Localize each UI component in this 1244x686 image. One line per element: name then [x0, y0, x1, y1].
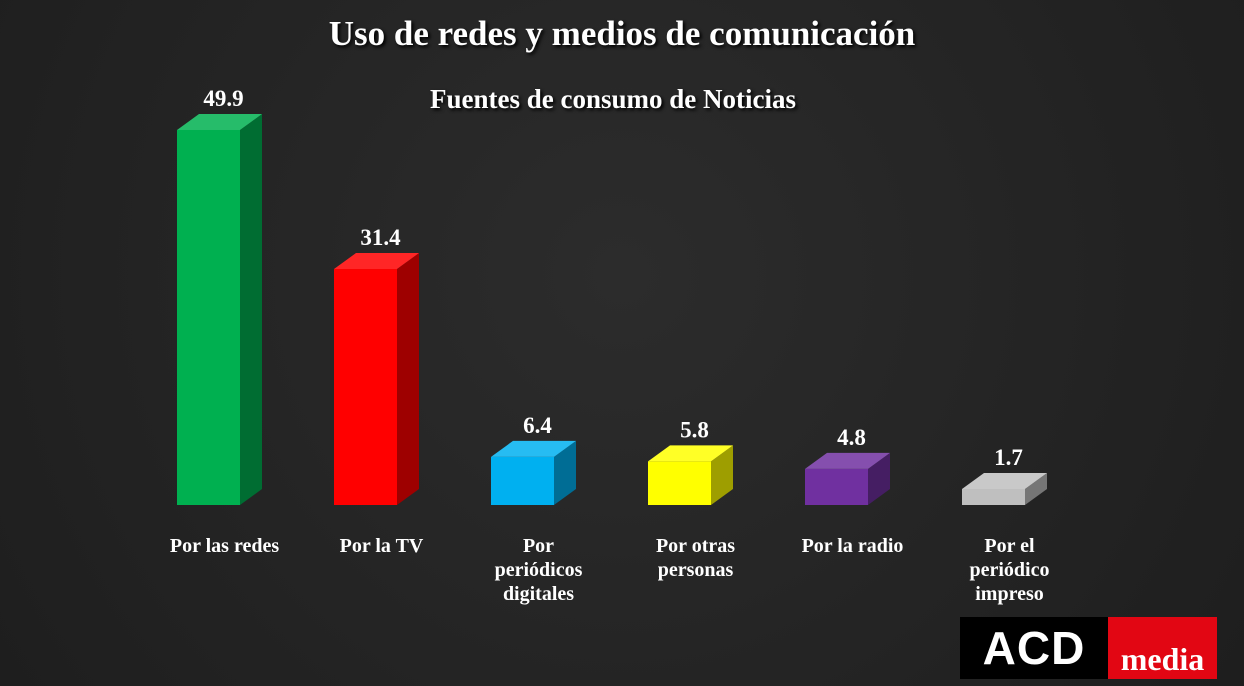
bar-front-4 — [648, 461, 711, 505]
value-label-6: 1.7 — [994, 445, 1023, 470]
category-label-3: Por periódicos digitales — [494, 535, 583, 605]
bar-side-2 — [397, 253, 419, 505]
category-label-4: Por otras personas — [655, 535, 736, 581]
chart-subtitle: Fuentes de consumo de Noticias — [430, 84, 796, 114]
bar-front-3 — [491, 456, 554, 505]
bar-front-1 — [177, 130, 240, 505]
bar-5 — [805, 452, 890, 505]
bar-3 — [491, 440, 576, 505]
bar-side-4 — [711, 445, 733, 505]
bar-top-5 — [805, 452, 890, 469]
value-label-1: 49.9 — [203, 86, 243, 111]
acd-media-logo: ACD media — [960, 617, 1217, 679]
bar-side-6 — [1025, 473, 1047, 505]
bar-side-3 — [554, 440, 576, 505]
logo-acd-text: ACD — [960, 617, 1108, 679]
bar-top-6 — [962, 473, 1047, 489]
bar-side-5 — [868, 452, 890, 505]
value-label-4: 5.8 — [680, 417, 709, 442]
bar-top-2 — [334, 253, 419, 270]
bar-2 — [334, 253, 419, 505]
bar-6 — [962, 473, 1047, 505]
category-label-1: Por las redes — [169, 535, 280, 557]
category-label-6: Por el periódico impreso — [969, 535, 1050, 605]
bar-front-5 — [805, 468, 868, 505]
bar-1 — [177, 114, 262, 505]
bar-top-3 — [491, 440, 576, 457]
bar-top-4 — [648, 445, 733, 462]
bar-4 — [648, 445, 733, 505]
category-label-5: Por la radio — [801, 535, 904, 557]
bar-front-6 — [962, 489, 1025, 505]
value-label-2: 31.4 — [360, 225, 401, 250]
bar-top-1 — [177, 114, 262, 130]
value-label-5: 4.8 — [837, 425, 866, 450]
bar-front-2 — [334, 269, 397, 505]
logo-media-text: media — [1108, 617, 1217, 679]
bar-side-1 — [240, 114, 262, 505]
category-label-2: Por la TV — [339, 535, 424, 557]
value-label-3: 6.4 — [523, 413, 552, 438]
chart-title: Uso de redes y medios de comunicación — [328, 14, 916, 53]
